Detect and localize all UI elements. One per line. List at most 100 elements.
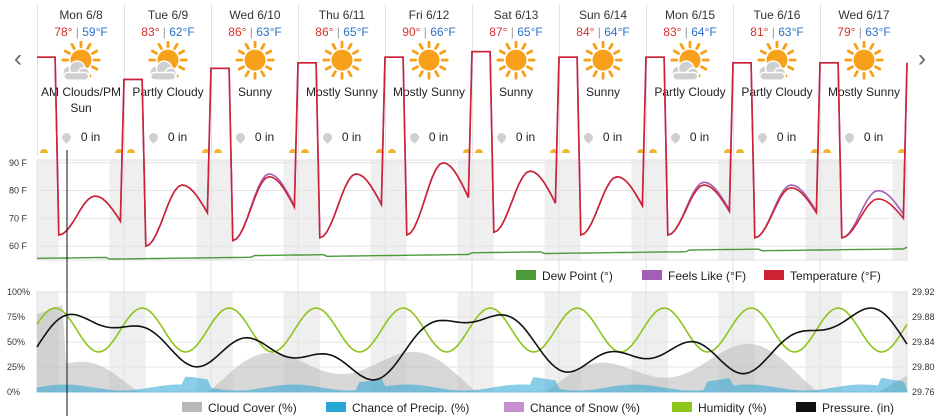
pressure-line xyxy=(36,307,908,381)
day-temps: 84° | 64°F xyxy=(576,25,630,39)
prev-days-button[interactable]: ‹ xyxy=(14,45,22,72)
high-temp: 83° xyxy=(663,25,682,39)
day-column[interactable]: Sat 6/13 87° | 65°F Sunny 0 in xyxy=(472,4,559,156)
high-temp: 86° xyxy=(228,25,247,39)
daily-forecast-strip: Mon 6/8 78° | 59°F AM Clouds/PM Sun 0 in Tue… xyxy=(37,4,907,156)
legend-label: Chance of Snow (%) xyxy=(530,401,640,415)
legend-label: Chance of Precip. (%) xyxy=(352,401,469,415)
legend-swatch xyxy=(764,270,784,280)
day-date: Sat 6/13 xyxy=(493,8,539,22)
sunset-icon xyxy=(811,149,819,153)
sunset-icon xyxy=(202,149,210,153)
day-temps: 90° | 66°F xyxy=(402,25,456,39)
sunset-icon xyxy=(115,149,123,153)
day-precip: 0 in xyxy=(473,130,559,145)
day-temps: 83° | 64°F xyxy=(663,25,717,39)
precip-amount: 0 in xyxy=(80,130,101,144)
day-column[interactable]: Mon 6/8 78° | 59°F AM Clouds/PM Sun 0 in xyxy=(37,4,124,156)
precip-amount: 0 in xyxy=(689,130,710,144)
day-date: Wed 6/17 xyxy=(838,8,890,22)
legend-label: Cloud Cover (%) xyxy=(208,401,297,415)
precip-amount: 0 in xyxy=(341,130,362,144)
day-date: Tue 6/16 xyxy=(753,8,801,22)
night-band xyxy=(298,160,320,260)
day-column[interactable]: Sun 6/14 84° | 64°F Sunny 0 in xyxy=(559,4,646,156)
high-temp: 90° xyxy=(402,25,421,39)
night-band xyxy=(472,160,494,260)
night-band xyxy=(124,160,146,260)
day-condition: AM Clouds/PM Sun xyxy=(40,85,122,115)
night-band xyxy=(109,160,124,260)
mostly-sunny-icon xyxy=(386,41,472,83)
legend-swatch xyxy=(182,402,202,412)
partly-cloudy-icon xyxy=(125,41,211,83)
day-precip: 0 in xyxy=(647,130,733,145)
y-tick-label: 70 F xyxy=(9,213,28,223)
day-condition: Mostly Sunny xyxy=(827,85,901,99)
y2-tick-label: 29.84 xyxy=(912,337,935,347)
day-column[interactable]: Thu 6/11 86° | 65°F Mostly Sunny 0 in xyxy=(298,4,385,156)
sunrise-icon xyxy=(475,149,483,153)
night-band xyxy=(385,160,407,260)
day-temps: 86° | 65°F xyxy=(315,25,369,39)
sunset-icon xyxy=(463,149,471,153)
day-precip: 0 in xyxy=(821,130,907,145)
day-condition: Sunny xyxy=(498,85,534,99)
day-date: Fri 6/12 xyxy=(408,8,450,22)
partly-cloudy-icon xyxy=(734,41,820,83)
humidity-line xyxy=(36,307,908,353)
sunset-icon xyxy=(898,149,906,153)
day-precip: 0 in xyxy=(560,130,646,145)
temperature-line xyxy=(37,50,908,248)
high-temp: 87° xyxy=(489,25,508,39)
high-temp: 84° xyxy=(576,25,595,39)
y-tick-label: 90 F xyxy=(9,158,28,168)
next-days-button[interactable]: › xyxy=(918,45,926,72)
y2-tick-label: 29.92 xyxy=(912,287,935,297)
day-column[interactable]: Mon 6/15 83° | 64°F Partly Cloudy 0 in xyxy=(646,4,733,156)
precip-area xyxy=(36,376,908,393)
day-date: Thu 6/11 xyxy=(318,8,366,22)
legend-swatch xyxy=(516,270,536,280)
mostly-sunny-icon xyxy=(821,41,907,83)
sunset-icon xyxy=(550,149,558,153)
day-condition: Partly Cloudy xyxy=(741,85,813,99)
sunrise-icon xyxy=(736,149,744,153)
day-column[interactable]: Wed 6/17 79° | 63°F Mostly Sunny 0 in xyxy=(820,4,907,156)
night-band xyxy=(37,160,59,260)
y2-tick-label: 29.80 xyxy=(912,362,935,372)
legend-label: Temperature (°F) xyxy=(790,269,881,283)
high-temp: 83° xyxy=(141,25,160,39)
sun-icon xyxy=(560,41,646,83)
day-precip: 0 in xyxy=(299,130,385,145)
legend-swatch xyxy=(504,402,524,412)
sun-icon xyxy=(473,41,559,83)
precip-amount: 0 in xyxy=(167,130,188,144)
dew-point-line xyxy=(37,246,908,260)
day-column[interactable]: Tue 6/16 81° | 63°F Partly Cloudy 0 in xyxy=(733,4,820,156)
day-condition: Mostly Sunny xyxy=(305,85,379,99)
legend-label: Dew Point (°) xyxy=(542,269,613,283)
precip-amount: 0 in xyxy=(776,130,797,144)
day-date: Tue 6/9 xyxy=(147,8,189,22)
day-temps: 79° | 63°F xyxy=(837,25,891,39)
legend-label: Pressure. (in) xyxy=(822,401,894,415)
day-date: Mon 6/8 xyxy=(59,8,103,22)
day-column[interactable]: Fri 6/12 90° | 66°F Mostly Sunny 0 in xyxy=(385,4,472,156)
low-temp: 65°F xyxy=(517,25,543,39)
sunrise-icon xyxy=(649,149,657,153)
day-precip: 0 in xyxy=(212,130,298,145)
mostly-sunny-icon xyxy=(299,41,385,83)
legend-label: Humidity (%) xyxy=(698,401,767,415)
precip-amount: 0 in xyxy=(602,130,623,144)
low-temp: 63°F xyxy=(778,25,804,39)
partly-cloudy-icon xyxy=(38,41,124,83)
day-temps: 78° | 59°F xyxy=(54,25,108,39)
high-temp: 78° xyxy=(54,25,73,39)
night-band xyxy=(559,160,581,260)
sunrise-icon xyxy=(40,149,48,153)
high-temp: 81° xyxy=(750,25,769,39)
low-temp: 59°F xyxy=(82,25,108,39)
sun-icon xyxy=(212,41,298,83)
